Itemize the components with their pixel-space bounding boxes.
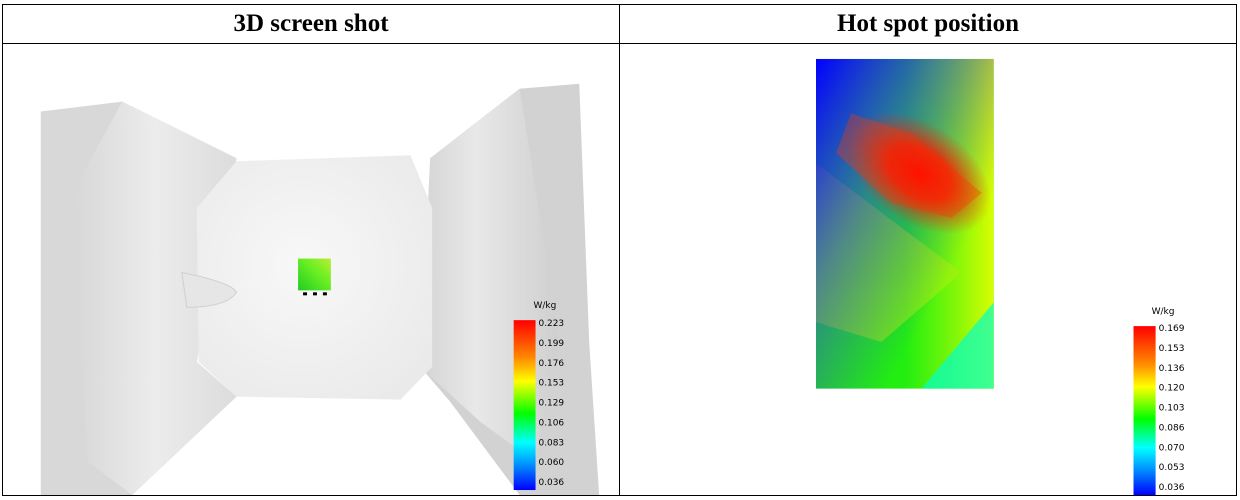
measured-area-patch: [298, 258, 331, 291]
left-legend-tick: 0.106: [539, 418, 565, 428]
left-legend-tick: 0.129: [539, 399, 565, 409]
right-color-legend: W/kg 0.169 0.153 0.136 0.120 0.103 0.086…: [1133, 307, 1185, 495]
right-legend-tick: 0.169: [1159, 324, 1185, 334]
right-legend-tick: 0.153: [1159, 344, 1185, 354]
right-legend-tick: 0.036: [1159, 483, 1185, 493]
right-legend-tick: 0.103: [1159, 404, 1185, 414]
image-row: W/kg 0.223 0.199 0.176 0.153 0.129 0.106…: [2, 43, 1237, 496]
right-legend-tick: 0.086: [1159, 423, 1185, 433]
measurement-markers: [303, 292, 327, 296]
left-legend-tick: 0.153: [539, 379, 565, 389]
left-legend-tick: 0.223: [539, 319, 565, 329]
header-row: 3D screen shot Hot spot position: [2, 4, 1237, 44]
right-legend-tick: 0.070: [1159, 443, 1185, 453]
left-legend-tick: 0.083: [539, 438, 565, 448]
left-legend-unit: W/kg: [534, 301, 557, 311]
right-legend-unit: W/kg: [1152, 307, 1175, 317]
left-legend-tick: 0.199: [539, 339, 565, 349]
right-legend-tick: 0.136: [1159, 364, 1185, 374]
left-legend-tick: 0.176: [539, 359, 565, 369]
phantom-wall-left: [72, 101, 237, 495]
left-legend-colorbar: [513, 320, 536, 491]
header-3d-screen-shot: 3D screen shot: [2, 4, 620, 44]
right-legend-colorbar: [1133, 326, 1156, 495]
left-legend-tick: 0.036: [539, 478, 565, 488]
left-color-legend: W/kg 0.223 0.199 0.176 0.153 0.129 0.106…: [513, 301, 565, 491]
left-legend-tick: 0.060: [539, 458, 565, 468]
right-legend-tick: 0.120: [1159, 384, 1185, 394]
3d-screen-shot-image: W/kg 0.223 0.199 0.176 0.153 0.129 0.106…: [40, 83, 600, 495]
cell-hot-spot-position: W/kg 0.169 0.153 0.136 0.120 0.103 0.086…: [619, 43, 1237, 496]
header-hot-spot-position: Hot spot position: [619, 4, 1237, 44]
results-table: 3D screen shot Hot spot position: [2, 4, 1237, 496]
hot-spot-map: [815, 58, 994, 389]
cell-3d-screen-shot: W/kg 0.223 0.199 0.176 0.153 0.129 0.106…: [2, 43, 620, 496]
hot-spot-image: W/kg 0.169 0.153 0.136 0.120 0.103 0.086…: [815, 58, 1185, 495]
right-legend-tick: 0.053: [1159, 463, 1185, 473]
probe-tip-shape: [181, 271, 238, 308]
